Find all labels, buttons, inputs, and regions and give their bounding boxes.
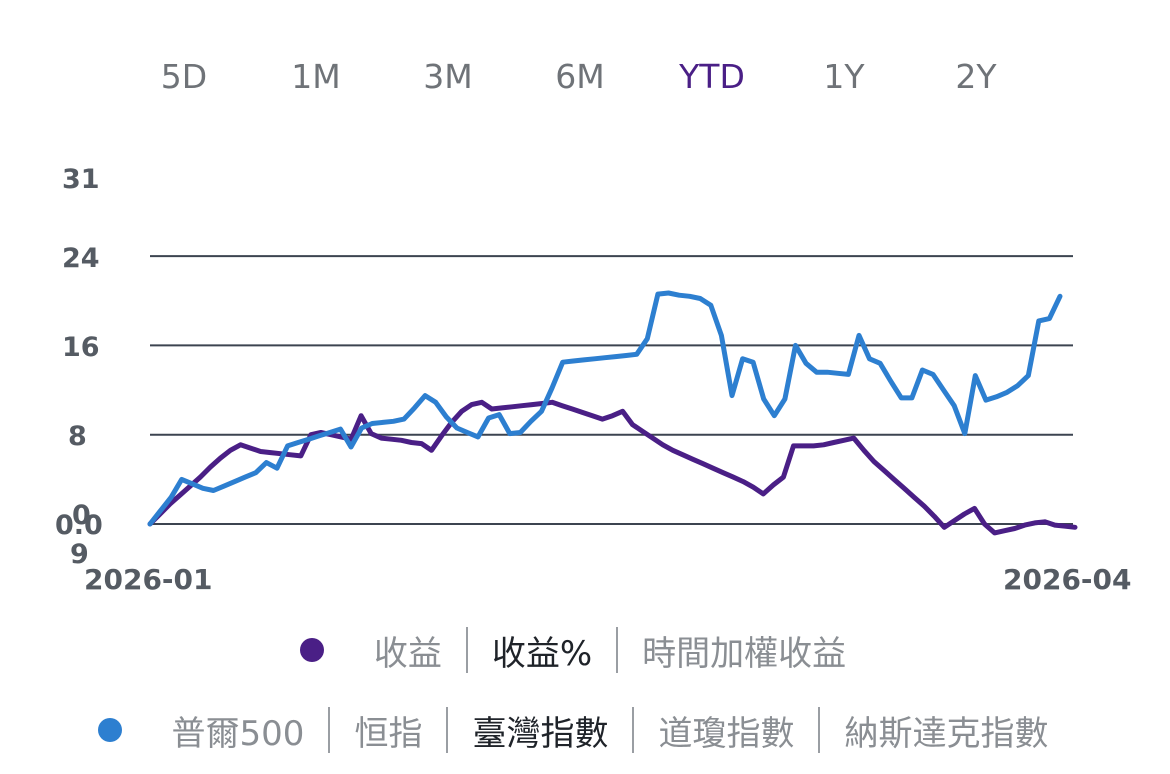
y-tick-label-16: 16 bbox=[62, 332, 100, 363]
y-tick-label-8: 8 bbox=[68, 421, 87, 452]
legend-divider bbox=[465, 627, 468, 673]
benchmark-series-dot-icon bbox=[97, 718, 122, 742]
range-tab-ytd[interactable]: YTD bbox=[679, 57, 745, 96]
y-axis-ticks: 31 24 16 8 0.0 0 9 bbox=[55, 164, 103, 570]
range-tab-1m[interactable]: 1M bbox=[291, 57, 341, 96]
benchmark-option-dow-jones[interactable]: 道瓊指數 bbox=[658, 713, 795, 754]
benchmark-option-nasdaq[interactable]: 納斯達克指數 bbox=[844, 713, 1049, 754]
range-tab-6m[interactable]: 6M bbox=[555, 57, 605, 96]
y-tick-label-0-0: 0.0 bbox=[55, 510, 103, 541]
x-tick-label-start: 2026-01 bbox=[84, 563, 213, 596]
range-tab-2y[interactable]: 2Y bbox=[955, 57, 997, 96]
x-axis-ticks: 2026-01 2026-04 bbox=[84, 563, 1132, 596]
benchmark-line bbox=[147, 290, 1063, 527]
range-tab-1y[interactable]: 1Y bbox=[823, 57, 865, 96]
range-tabs: 5D 1M 3M 6M YTD 1Y 2Y bbox=[118, 52, 1042, 102]
benchmark-option-hang-seng[interactable]: 恒指 bbox=[354, 713, 423, 754]
legend-divider bbox=[632, 707, 635, 753]
legend-divider bbox=[446, 707, 449, 753]
y-tick-label-0: 0 bbox=[72, 500, 91, 531]
chart-series bbox=[147, 290, 1078, 536]
benchmark-option-taiwan-index[interactable]: 臺灣指數 bbox=[472, 713, 609, 754]
metric-option-return-percent[interactable]: 收益% bbox=[491, 633, 593, 674]
benchmark-option-sp500[interactable]: 普爾500 bbox=[171, 713, 305, 754]
return-percent-line bbox=[147, 399, 1078, 536]
range-tab-3m[interactable]: 3M bbox=[423, 57, 473, 96]
legend-divider bbox=[818, 707, 821, 753]
x-tick-label-end: 2026-04 bbox=[1003, 563, 1132, 596]
range-tab-5d[interactable]: 5D bbox=[160, 57, 208, 96]
legend-divider bbox=[328, 707, 331, 753]
return-series-dot-icon bbox=[299, 638, 324, 662]
y-tick-label-24: 24 bbox=[62, 243, 100, 274]
y-tick-label-9: 9 bbox=[70, 539, 89, 570]
metric-toggle: 收益 收益% 時間加權收益 bbox=[0, 622, 1170, 678]
chart-gridlines bbox=[150, 255, 1073, 525]
metric-option-time-weighted-return[interactable]: 時間加權收益 bbox=[642, 633, 847, 674]
benchmark-toggle: 普爾500 恒指 臺灣指數 道瓊指數 納斯達克指數 bbox=[0, 702, 1170, 758]
metric-option-return[interactable]: 收益 bbox=[373, 633, 442, 674]
y-tick-label-31: 31 bbox=[62, 164, 100, 195]
legend-divider bbox=[616, 627, 619, 673]
